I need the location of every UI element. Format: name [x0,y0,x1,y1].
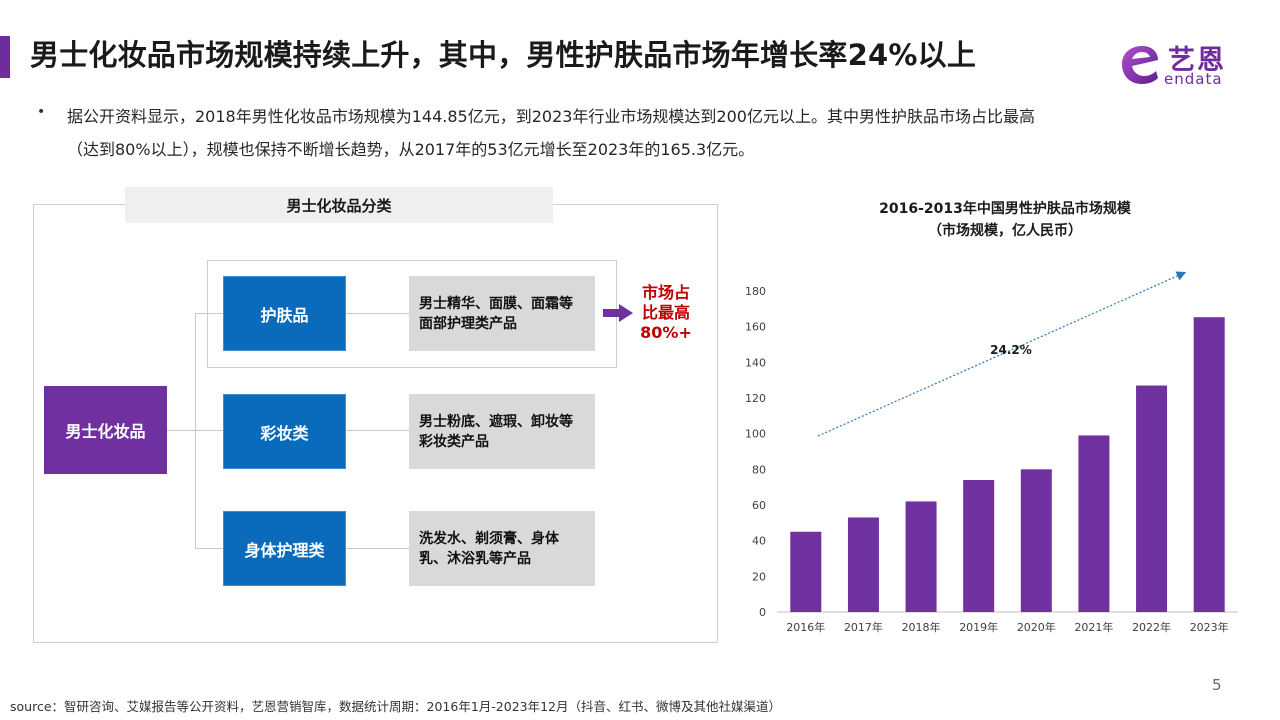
y-tick-label: 20 [752,570,766,583]
category-box-bodycare: 身体护理类 [223,511,346,586]
connector-branch-3 [195,548,223,549]
connector-root [167,430,195,431]
connector-branch-1 [195,313,223,314]
x-tick-label: 2020年 [1017,620,1056,634]
desc-box-bodycare: 洗发水、剃须膏、身体乳、沐浴乳等产品 [409,511,595,586]
y-tick-label: 100 [745,428,766,441]
bar [1020,469,1052,612]
bar [905,501,937,612]
x-tick-label: 2023年 [1190,620,1229,634]
y-tick-label: 140 [745,356,766,369]
y-tick-label: 40 [752,535,766,548]
trend-arrow-icon [817,271,1187,437]
intro-paragraph: 据公开资料显示，2018年男性化妆品市场规模为144.85亿元，到2023年行业… [67,107,1035,159]
logo-text-en: endata [1164,70,1223,88]
source-note: source：智研咨询、艾媒报告等公开资料，艺恩营销智库，数据统计周期：2016… [10,699,782,714]
page-number: 5 [1212,676,1222,694]
bar [847,517,879,612]
logo-text-cn: 艺恩 [1168,45,1226,76]
category-box-makeup: 彩妆类 [223,394,346,469]
connector-desc-2 [346,430,409,431]
desc-text-bodycare: 洗发水、剃须膏、身体乳、沐浴乳等产品 [419,530,559,567]
bar-chart: 0 20 40 60 80 100 120 140 160 180 2016年 2017年 2018年 2… [745,271,1238,634]
x-tick-label: 2022年 [1132,620,1171,634]
endata-logo: 艺恩 endata [1112,38,1242,90]
growth-rate-label: 24.2% [990,343,1032,357]
x-tick-label: 2017年 [844,620,883,634]
category-box-skincare: 护肤品 [223,276,346,351]
title-accent-bar [0,36,10,78]
chart-subtitle: （市场规模，亿人民币） [928,223,1082,239]
bar [790,531,822,612]
connector-desc-1 [346,313,409,314]
connector-desc-3 [346,548,409,549]
bar [1193,317,1225,612]
y-tick-label: 60 [752,499,766,512]
root-category-box: 男士化妆品 [44,386,167,474]
chart-title: 2016-2013年中国男性护肤品市场规模 （市场规模，亿人民币） [825,198,1185,242]
y-tick-label: 160 [745,321,766,334]
desc-text-skincare: 男士精华、面膜、面霜等面部护理类产品 [419,295,573,332]
share-highlight-note: 市场占比最高80%+ [640,283,692,342]
x-tick-label: 2021年 [1074,620,1113,634]
endata-logo-icon [1122,46,1158,84]
y-tick-label: 80 [752,463,766,476]
desc-box-skincare: 男士精华、面膜、面霜等面部护理类产品 [409,276,595,351]
page-title: 男士化妆品市场规模持续上升，其中，男性护肤品市场年增长率24%以上 [30,38,977,72]
bullet-marker: • [37,104,46,120]
desc-box-makeup: 男士粉底、遮瑕、卸妆等彩妆类产品 [409,394,595,469]
bar [1136,385,1168,612]
desc-text-makeup: 男士粉底、遮瑕、卸妆等彩妆类产品 [419,413,573,450]
x-tick-label: 2016年 [786,620,825,634]
classification-title: 男士化妆品分类 [125,187,553,223]
arrow-right-icon [603,304,633,322]
y-tick-label: 0 [759,606,766,619]
chart-title-main: 2016-2013年中国男性护肤品市场规模 [879,201,1131,217]
bar [1078,435,1110,612]
x-tick-label: 2018年 [902,620,941,634]
y-tick-label: 120 [745,392,766,405]
x-tick-label: 2019年 [959,620,998,634]
y-tick-label: 180 [745,285,766,298]
bar [963,480,995,612]
connector-branch-2 [195,430,223,431]
